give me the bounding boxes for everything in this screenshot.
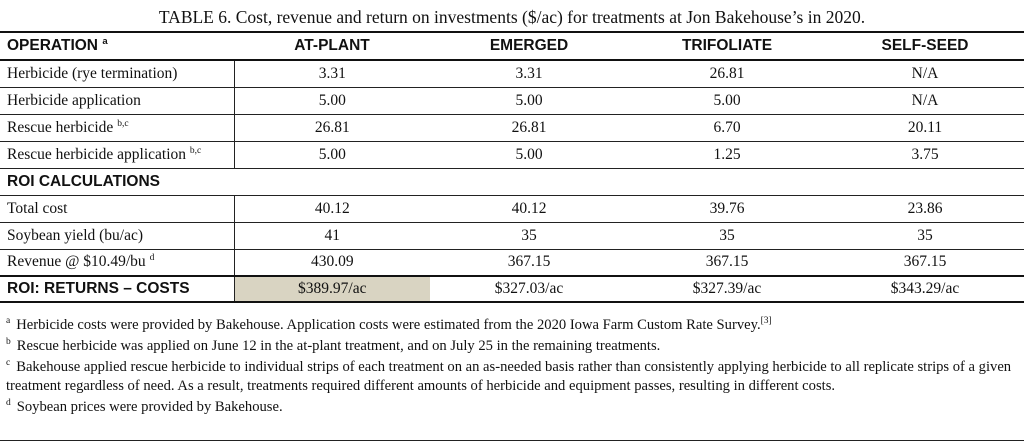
roi-highlight-cell: $389.97/ac — [234, 275, 430, 303]
table-row: Herbicide application 5.00 5.00 5.00 N/A — [0, 87, 1024, 115]
header-self-seed: SELF-SEED — [826, 31, 1024, 61]
table-row: Rescue herbicide b,c 26.81 26.81 6.70 20… — [0, 114, 1024, 142]
roi-result-label: ROI: RETURNS – COSTS — [0, 275, 235, 303]
table-cell: 1.25 — [628, 141, 826, 169]
table-cell: N/A — [826, 60, 1024, 88]
table-cell: 3.75 — [826, 141, 1024, 169]
row-label: Soybean yield (bu/ac) — [0, 222, 235, 250]
row-label: Total cost — [0, 195, 235, 223]
table-cell: 20.11 — [826, 114, 1024, 142]
footnotes: a Herbicide costs were provided by Bakeho… — [0, 316, 1024, 419]
roi-table: OPERATION a AT-PLANT EMERGED TRIFOLIATE … — [0, 31, 1024, 303]
header-trifoliate: TRIFOLIATE — [628, 31, 826, 61]
footnote-mark: a — [102, 35, 108, 47]
footnote-d: d Soybean prices were provided by Bakehou… — [6, 398, 283, 415]
table-row: Revenue @ $10.49/bu d 430.09 367.15 367.… — [0, 249, 1024, 277]
table-row: Rescue herbicide application b,c 5.00 5.… — [0, 141, 1024, 169]
table-row: Soybean yield (bu/ac) 41 35 35 35 — [0, 222, 1024, 250]
roi-result-row: ROI: RETURNS – COSTS $389.97/ac $327.03/… — [0, 275, 1024, 303]
table-cell: 3.31 — [430, 60, 628, 88]
bottom-divider — [0, 440, 1024, 441]
table-cell: 40.12 — [234, 195, 430, 223]
table-header-row: OPERATION a AT-PLANT EMERGED TRIFOLIATE … — [0, 31, 1024, 61]
table-caption: TABLE 6. Cost, revenue and return on inv… — [158, 7, 866, 27]
footnote-mark: b,c — [117, 118, 129, 129]
table-cell: 5.00 — [430, 141, 628, 169]
table-cell: 23.86 — [826, 195, 1024, 223]
table-cell: 430.09 — [234, 249, 430, 277]
header-operation: OPERATION a — [0, 31, 234, 61]
footnote-b: b Rescue herbicide was applied on June 12… — [6, 337, 661, 354]
table-cell: 26.81 — [628, 60, 826, 88]
row-label: Revenue @ $10.49/bu d — [0, 249, 235, 277]
table-cell: 39.76 — [628, 195, 826, 223]
table-row: Total cost 40.12 40.12 39.76 23.86 — [0, 195, 1024, 223]
table-cell: 40.12 — [430, 195, 628, 223]
row-label: Rescue herbicide application b,c — [0, 141, 235, 169]
citation-ref: [3] — [760, 316, 772, 327]
table-cell: 35 — [628, 222, 826, 250]
table-cell: $327.03/ac — [430, 275, 628, 303]
row-label: Herbicide application — [0, 87, 235, 115]
footnote-mark: d — [149, 253, 155, 264]
section-heading-roi: ROI CALCULATIONS — [0, 168, 1024, 196]
table-cell: 26.81 — [430, 114, 628, 142]
table-cell: 41 — [234, 222, 430, 250]
table-cell: N/A — [826, 87, 1024, 115]
table-cell: 26.81 — [234, 114, 430, 142]
table-cell: 367.15 — [628, 249, 826, 277]
row-label: Herbicide (rye termination) — [0, 60, 235, 88]
footnote-c: c Bakehouse applied rescue herbicide to i… — [6, 358, 1012, 394]
table-cell: $327.39/ac — [628, 275, 826, 303]
row-label: Rescue herbicide b,c — [0, 114, 235, 142]
footnote-a: a Herbicide costs were provided by Bakeho… — [6, 316, 772, 333]
table-cell: 5.00 — [234, 87, 430, 115]
section-row: ROI CALCULATIONS — [0, 168, 1024, 196]
header-emerged: EMERGED — [430, 31, 628, 61]
table-cell: 367.15 — [430, 249, 628, 277]
table-cell: 5.00 — [234, 141, 430, 169]
table-cell: 367.15 — [826, 249, 1024, 277]
table-cell: 3.31 — [234, 60, 430, 88]
table-cell: 35 — [430, 222, 628, 250]
table-cell: 6.70 — [628, 114, 826, 142]
table-cell: 35 — [826, 222, 1024, 250]
table-row: Herbicide (rye termination) 3.31 3.31 26… — [0, 60, 1024, 88]
table-cell: 5.00 — [628, 87, 826, 115]
footnote-mark: b,c — [189, 145, 202, 156]
table-cell: $343.29/ac — [826, 275, 1024, 303]
table-cell: 5.00 — [430, 87, 628, 115]
header-at-plant: AT-PLANT — [234, 31, 430, 61]
